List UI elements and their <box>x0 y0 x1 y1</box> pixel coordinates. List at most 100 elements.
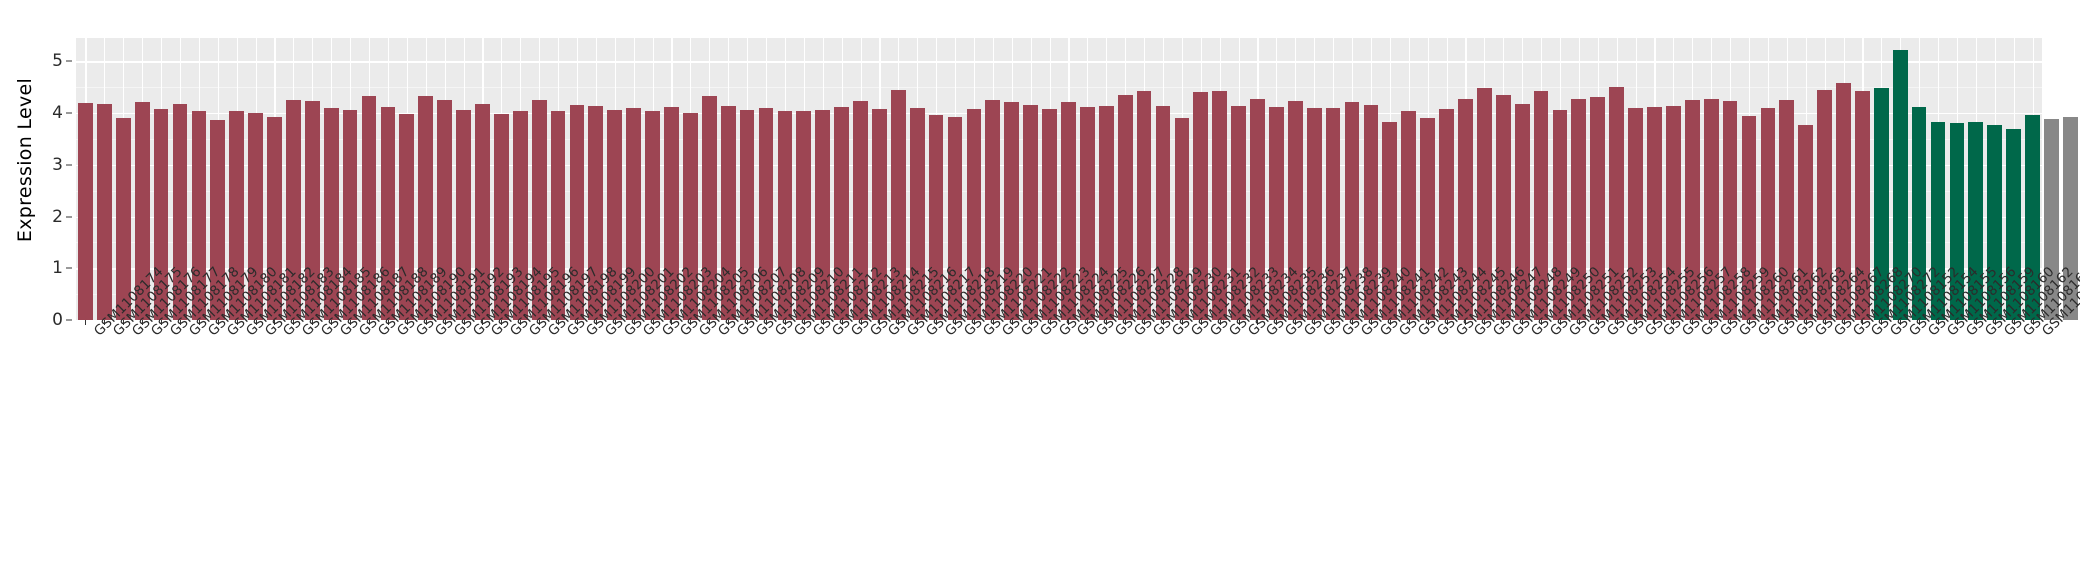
y-axis-tick-label: 3 <box>52 154 63 175</box>
x-axis-tick-label: GSM1108162 <box>2001 264 2077 340</box>
x-axis-tick-label: GSM1108197 <box>526 264 602 340</box>
x-axis-tick-label: GSM1108178 <box>167 264 243 340</box>
x-axis-tick-label: GSM1108184 <box>280 264 356 340</box>
x-axis-tick-label: GSM1108229 <box>1131 264 1207 340</box>
x-axis-tickmark <box>293 320 295 325</box>
x-axis-tick-labels: GSM1108174GSM1108175GSM1108176GSM1108177… <box>76 264 2080 568</box>
bar <box>1855 90 1870 320</box>
grid-line-major <box>76 216 2042 218</box>
bar <box>531 100 547 320</box>
x-axis-tick-label: GSM1108257 <box>1660 264 1736 340</box>
x-axis-tickmark <box>1011 320 1013 325</box>
bar <box>1061 102 1076 320</box>
x-axis-tick-label: GSM1108211 <box>791 264 867 340</box>
x-axis-tick-label: GSM1108219 <box>942 264 1018 340</box>
x-axis-tick-label: GSM1108245 <box>1434 264 1510 340</box>
bar <box>1042 108 1057 320</box>
bar <box>1458 99 1473 320</box>
x-axis-tickmark <box>1559 320 1561 325</box>
x-axis-tick-label: GSM1108261 <box>1736 264 1812 340</box>
y-axis-tick-label: 5 <box>52 51 63 72</box>
x-axis-tick-label: GSM1108233 <box>1207 264 1283 340</box>
bar <box>853 100 868 320</box>
bar <box>1609 86 1625 320</box>
x-axis-tickmark <box>406 320 408 325</box>
x-axis-tickmark <box>1352 320 1353 325</box>
x-axis-tickmark <box>614 320 616 325</box>
bar <box>1325 107 1341 320</box>
x-axis-tickmark <box>1125 320 1127 325</box>
bar <box>1836 83 1851 320</box>
bar <box>1098 105 1114 320</box>
x-axis-tick-label: GSM1108256 <box>1642 264 1718 340</box>
x-axis-tick-label: GSM1108201 <box>602 264 678 340</box>
x-axis-tickmark <box>1862 320 1864 325</box>
bar <box>550 110 566 320</box>
bar <box>399 114 415 320</box>
x-axis-tick-label: GSM1108186 <box>318 264 394 340</box>
x-axis-tick-label: GSM1108237 <box>1282 264 1358 340</box>
bar <box>588 106 604 320</box>
x-axis-tickmark <box>312 320 314 325</box>
x-axis-tickmark <box>1730 320 1732 325</box>
x-axis-tickmark <box>1711 320 1713 325</box>
x-axis-tickmark <box>860 320 862 325</box>
bar <box>872 109 887 320</box>
x-axis-tickmark <box>1484 320 1486 325</box>
bar <box>1136 91 1152 320</box>
x-axis-tick-label: GSM1108206 <box>696 264 772 340</box>
bar <box>1250 99 1265 320</box>
x-axis-tickmark <box>1238 320 1240 325</box>
bar <box>475 104 490 320</box>
x-axis-tickmark <box>1692 320 1694 325</box>
x-axis-tick-label: GSM1108264 <box>1793 264 1869 340</box>
x-axis-tick-label: GSM1108248 <box>1490 264 1566 340</box>
x-axis-tick-label: GSM1108214 <box>848 264 924 340</box>
x-axis-tick-label: GSM1108231 <box>1169 264 1245 340</box>
x-axis-tickmark <box>917 320 919 325</box>
x-axis-tickmark <box>161 320 163 325</box>
x-axis-tickmark <box>1427 320 1429 325</box>
y-axis-tick-label: 4 <box>52 103 63 124</box>
bar <box>1552 110 1568 320</box>
x-axis-tick-label: GSM1108185 <box>299 264 375 340</box>
x-axis-tick-label: GSM1108175 <box>110 264 186 340</box>
bar <box>1174 118 1190 320</box>
bar <box>1892 50 1908 320</box>
y-axis-tickmark <box>66 319 72 321</box>
bar <box>1514 104 1530 320</box>
x-axis-tick-label: GSM1108270 <box>1850 264 1926 340</box>
x-axis-tickmark <box>350 320 352 325</box>
bar <box>1817 89 1832 320</box>
bar <box>2062 117 2078 320</box>
bar <box>1968 122 1984 320</box>
x-axis-tickmark <box>198 320 200 325</box>
bar-series <box>76 38 2078 320</box>
bar <box>456 109 471 320</box>
x-axis-tick-label: GSM1108249 <box>1509 264 1585 340</box>
x-axis-tickmark <box>1522 320 1524 325</box>
x-axis-tickmark <box>217 320 219 325</box>
x-axis-tick-label: GSM1108216 <box>885 264 961 340</box>
x-axis-tickmark <box>803 320 805 325</box>
bar <box>1439 108 1454 320</box>
bar <box>701 96 717 320</box>
bar <box>1930 121 1946 320</box>
bar <box>210 120 226 320</box>
x-axis-tickmark <box>576 320 578 325</box>
x-axis-tickmark <box>1106 320 1108 325</box>
bar <box>172 104 188 320</box>
x-axis-tick-label: GSM1108263 <box>1774 264 1850 340</box>
x-axis-tick-label: GSM1108188 <box>356 264 432 340</box>
x-axis-tick-label: GSM1108203 <box>640 264 716 340</box>
bar <box>115 118 131 320</box>
x-axis-tickmark <box>1824 320 1826 325</box>
x-axis-tickmark <box>369 320 370 325</box>
x-axis-tick-label: GSM1108262 <box>1755 264 1831 340</box>
x-axis-tick-label: GSM1108181 <box>224 264 300 340</box>
x-axis-tickmark <box>1748 320 1750 325</box>
x-axis-tick-label: GSM1108202 <box>621 264 697 340</box>
bar <box>1004 102 1020 320</box>
x-axis-tickmark <box>1181 320 1183 325</box>
